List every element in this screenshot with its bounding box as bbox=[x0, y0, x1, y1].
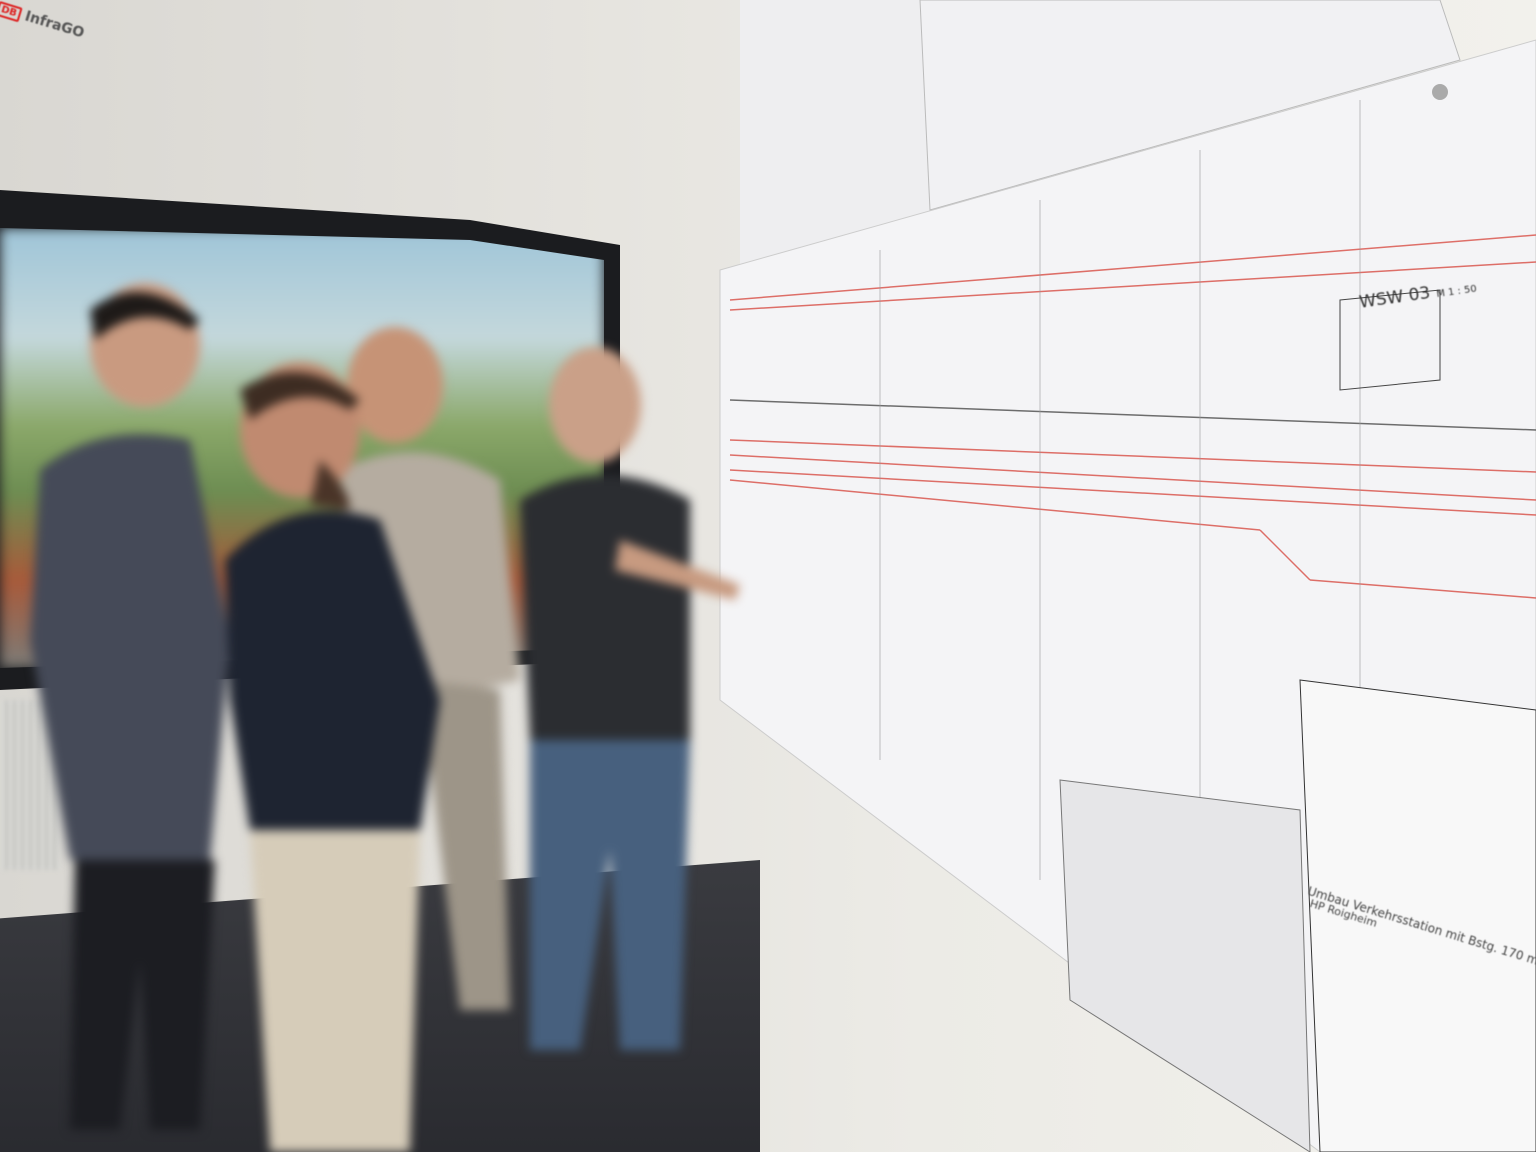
wall-plan-sheets bbox=[700, 0, 1536, 1152]
person-front-arms-crossed bbox=[225, 362, 440, 1152]
person-pointing bbox=[520, 347, 740, 1050]
wall-magnet bbox=[1432, 84, 1448, 100]
title-block bbox=[1299, 679, 1536, 1152]
person-left bbox=[30, 283, 230, 1130]
plan-drawing bbox=[719, 0, 1536, 1152]
upper-sheet-right bbox=[919, 0, 1461, 211]
upper-sheet-left bbox=[740, 0, 940, 290]
track-lines bbox=[729, 234, 1536, 599]
data-table bbox=[1059, 779, 1311, 1152]
detail-box bbox=[1339, 289, 1441, 391]
